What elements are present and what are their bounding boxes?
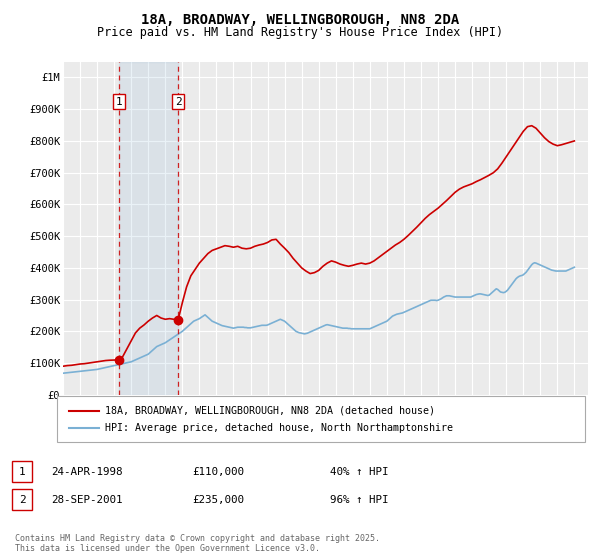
Text: 24-APR-1998: 24-APR-1998 — [51, 466, 122, 477]
Text: Contains HM Land Registry data © Crown copyright and database right 2025.
This d: Contains HM Land Registry data © Crown c… — [15, 534, 380, 553]
Bar — [119, 62, 178, 395]
Text: 18A, BROADWAY, WELLINGBOROUGH, NN8 2DA (detached house): 18A, BROADWAY, WELLINGBOROUGH, NN8 2DA (… — [105, 405, 435, 416]
Text: 28-SEP-2001: 28-SEP-2001 — [51, 494, 122, 505]
Text: 96% ↑ HPI: 96% ↑ HPI — [330, 494, 389, 505]
Text: Price paid vs. HM Land Registry's House Price Index (HPI): Price paid vs. HM Land Registry's House … — [97, 26, 503, 39]
Text: £235,000: £235,000 — [192, 494, 244, 505]
Text: 1: 1 — [19, 466, 25, 477]
Text: £110,000: £110,000 — [192, 466, 244, 477]
Text: 2: 2 — [175, 96, 181, 106]
Text: 40% ↑ HPI: 40% ↑ HPI — [330, 466, 389, 477]
Text: 1: 1 — [116, 96, 122, 106]
Text: 2: 2 — [19, 494, 25, 505]
Text: HPI: Average price, detached house, North Northamptonshire: HPI: Average price, detached house, Nort… — [105, 423, 453, 433]
Text: 18A, BROADWAY, WELLINGBOROUGH, NN8 2DA: 18A, BROADWAY, WELLINGBOROUGH, NN8 2DA — [141, 13, 459, 27]
